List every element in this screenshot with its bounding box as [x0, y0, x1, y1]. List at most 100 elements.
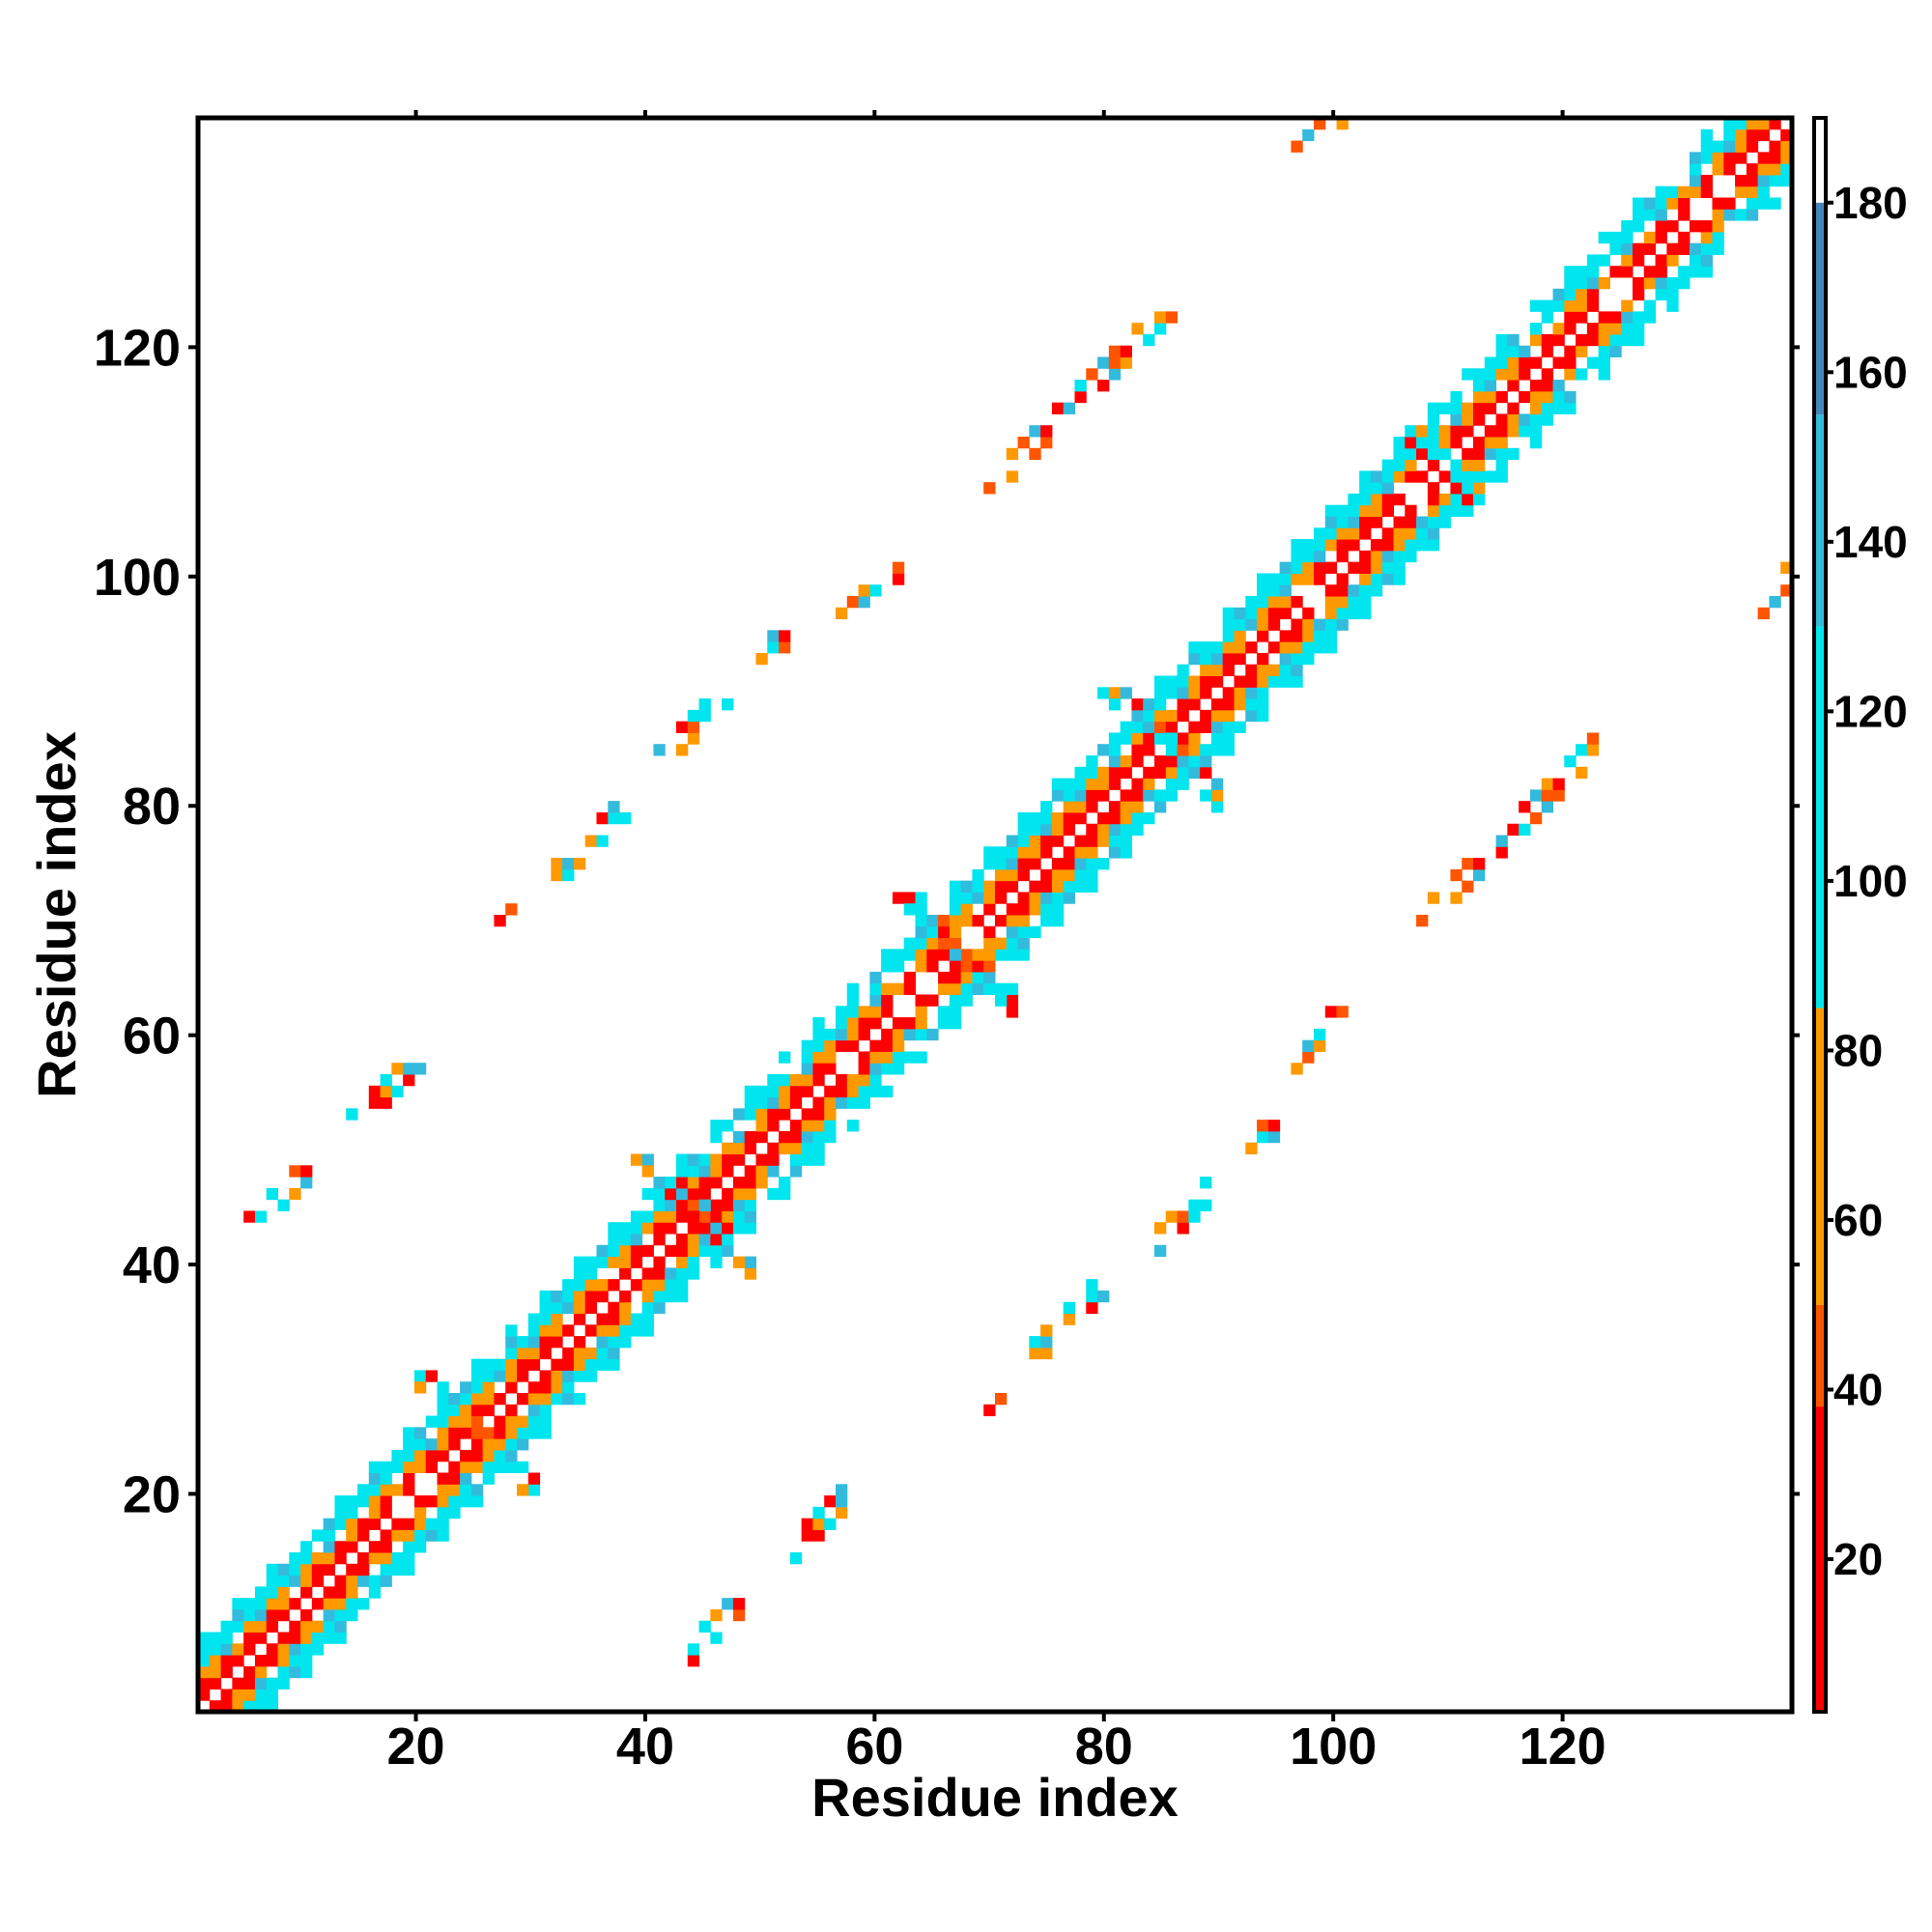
- heatmap-cell: [1120, 687, 1132, 699]
- heatmap-cell: [710, 1234, 723, 1246]
- heatmap-cell: [1120, 755, 1132, 768]
- heatmap-cell: [1051, 789, 1065, 802]
- heatmap-cell: [277, 1608, 290, 1622]
- heatmap-cell: [198, 1689, 211, 1701]
- heatmap-cell: [460, 1472, 472, 1485]
- heatmap-cell: [1564, 323, 1577, 335]
- heatmap-cell: [1507, 402, 1520, 414]
- heatmap-cell: [779, 1074, 791, 1087]
- heatmap-cell: [505, 1415, 518, 1428]
- heatmap-cell: [732, 1608, 746, 1622]
- heatmap-cell: [403, 1541, 415, 1553]
- heatmap-cell: [448, 1461, 461, 1473]
- heatmap-cell: [779, 1130, 791, 1144]
- heatmap-cell: [1564, 299, 1577, 312]
- heatmap-cell: [1291, 140, 1303, 153]
- heatmap-cell: [801, 1130, 813, 1144]
- heatmap-cell: [1257, 664, 1269, 676]
- heatmap-cell: [1666, 220, 1679, 233]
- heatmap-cell: [676, 721, 689, 733]
- x-tick-label: 20: [387, 1718, 445, 1776]
- heatmap-cell: [1576, 288, 1588, 301]
- heatmap-cell: [1257, 687, 1269, 699]
- heatmap-cell: [881, 1006, 894, 1018]
- heatmap-cell: [1529, 356, 1543, 369]
- heatmap-cell: [539, 1313, 552, 1325]
- heatmap-cell: [869, 1017, 882, 1030]
- heatmap-cell: [1063, 846, 1075, 859]
- heatmap-cell: [1029, 880, 1041, 893]
- heatmap-cell: [437, 1518, 449, 1530]
- heatmap-cell: [779, 1108, 791, 1121]
- heatmap-cell: [676, 744, 689, 756]
- heatmap-cell: [1200, 755, 1212, 768]
- heatmap-cell: [1029, 1347, 1041, 1360]
- heatmap-cell: [892, 949, 905, 961]
- heatmap-cell: [1655, 185, 1667, 198]
- heatmap-cell: [539, 1404, 552, 1417]
- heatmap-cell: [1564, 311, 1577, 324]
- heatmap-cell: [698, 1187, 711, 1201]
- heatmap-cell: [1576, 311, 1588, 324]
- heatmap-cell: [687, 1256, 700, 1268]
- heatmap-cell: [1529, 425, 1543, 438]
- heatmap-cell: [1336, 596, 1349, 609]
- heatmap-cell: [1564, 266, 1577, 278]
- heatmap-cell: [608, 801, 620, 813]
- heatmap-cell: [346, 1608, 358, 1622]
- heatmap-cell: [676, 1210, 689, 1223]
- heatmap-cell: [608, 1358, 620, 1371]
- heatmap-cell: [836, 1506, 848, 1520]
- heatmap-cell: [1108, 823, 1122, 836]
- heatmap-cell: [380, 1506, 392, 1520]
- heatmap-cell: [1427, 482, 1440, 495]
- heatmap-cell: [812, 1518, 825, 1530]
- heatmap-cell: [1393, 550, 1406, 563]
- heatmap-cell: [858, 584, 870, 597]
- heatmap-cell: [300, 1586, 313, 1599]
- heatmap-cell: [744, 1187, 756, 1201]
- heatmap-cell: [824, 1130, 837, 1144]
- heatmap-cell: [619, 1244, 632, 1258]
- heatmap-cell: [1120, 732, 1132, 745]
- heatmap-cell: [243, 1677, 256, 1690]
- heatmap-cell: [1678, 209, 1690, 221]
- colorbar-tick-label: 40: [1833, 1364, 1883, 1414]
- heatmap-cell: [1279, 584, 1292, 597]
- heatmap-cell: [915, 1028, 927, 1041]
- heatmap-cell: [687, 1177, 700, 1189]
- heatmap-cell: [380, 1541, 392, 1553]
- heatmap-cell: [1245, 1142, 1258, 1154]
- heatmap-cell: [608, 1244, 620, 1258]
- heatmap-cell: [732, 1210, 746, 1223]
- heatmap-cell: [1712, 209, 1724, 221]
- heatmap-cell: [1689, 174, 1702, 187]
- heatmap-cell: [1210, 732, 1224, 745]
- heatmap-cell: [1200, 789, 1212, 802]
- heatmap-cell: [926, 994, 939, 1007]
- heatmap-cell: [573, 1301, 586, 1314]
- heatmap-cell: [744, 1222, 756, 1235]
- heatmap-cell: [1108, 778, 1122, 790]
- heatmap-cell: [254, 1210, 268, 1223]
- heatmap-cell: [1359, 561, 1372, 574]
- heatmap-cell: [1063, 789, 1075, 802]
- heatmap-cell: [983, 846, 996, 859]
- heatmap-cell: [824, 1108, 837, 1121]
- heatmap-cell: [300, 1575, 313, 1587]
- heatmap-cell: [1598, 231, 1610, 244]
- heatmap-cell: [641, 1267, 654, 1280]
- heatmap-cell: [949, 880, 962, 893]
- heatmap-cell: [1643, 242, 1657, 255]
- heatmap-cell: [1438, 447, 1451, 461]
- heatmap-cell: [960, 971, 973, 984]
- heatmap-cell: [1188, 698, 1201, 711]
- heatmap-cell: [915, 1051, 927, 1064]
- heatmap-cell: [1643, 299, 1657, 312]
- heatmap-cell: [995, 982, 1008, 995]
- heatmap-cell: [232, 1598, 244, 1610]
- heatmap-cell: [1655, 220, 1667, 233]
- heatmap-cell: [266, 1187, 278, 1201]
- heatmap-cell: [1633, 333, 1645, 347]
- heatmap-cell: [1529, 413, 1543, 426]
